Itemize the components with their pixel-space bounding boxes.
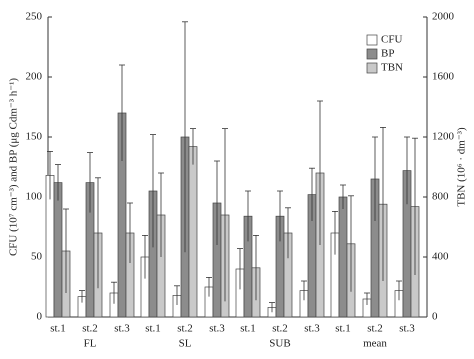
x-tick-label: st.1	[240, 323, 256, 335]
x-tick-label: st.1	[335, 323, 351, 335]
legend-swatch	[366, 34, 378, 46]
bar	[188, 146, 198, 318]
legend-swatch	[366, 48, 378, 60]
legend-label: BP	[381, 48, 394, 60]
legend-label: CFU	[381, 34, 402, 46]
x-tick-label: st.2	[177, 323, 193, 335]
x-tick-label: st.3	[209, 323, 225, 335]
y-tick-label: 250	[26, 11, 43, 23]
y2-tick-label: 400	[432, 251, 449, 263]
x-tick-label: st.2	[272, 323, 288, 335]
x-tick-label: st.3	[114, 323, 130, 335]
bar	[338, 196, 348, 318]
x-tick-label: st.2	[82, 323, 98, 335]
x-tick-label: st.3	[399, 323, 415, 335]
y-tick-label: 150	[26, 131, 43, 143]
y-tick-label: 50	[31, 251, 43, 263]
x-tick-label: st.1	[50, 323, 66, 335]
y-tick-label: 200	[26, 71, 43, 83]
y2-tick-label: 800	[432, 191, 449, 203]
y-tick-label: 100	[26, 191, 43, 203]
group-label: SUB	[269, 338, 290, 350]
y2-tick-label: 0	[432, 311, 438, 323]
y2-tick-label: 1200	[432, 131, 455, 143]
group-label: SL	[179, 338, 192, 350]
y-tick-label: 0	[37, 311, 43, 323]
y-axis-label: CFU (10⁷ cm⁻³) and BP (μg Cdm⁻³ h⁻¹)	[8, 78, 20, 256]
y2-tick-label: 1600	[432, 71, 455, 83]
legend-swatch	[366, 62, 378, 74]
group-label: FL	[84, 338, 97, 350]
y2-axis-label: TBN (10⁶ · dm⁻³)	[456, 127, 468, 207]
y2-tick-label: 2000	[432, 11, 455, 23]
group-label: mean	[363, 338, 387, 350]
legend-label: TBN	[381, 62, 403, 74]
x-tick-label: st.1	[145, 323, 161, 335]
x-tick-label: st.2	[367, 323, 383, 335]
x-tick-label: st.3	[304, 323, 320, 335]
bar	[53, 182, 63, 318]
